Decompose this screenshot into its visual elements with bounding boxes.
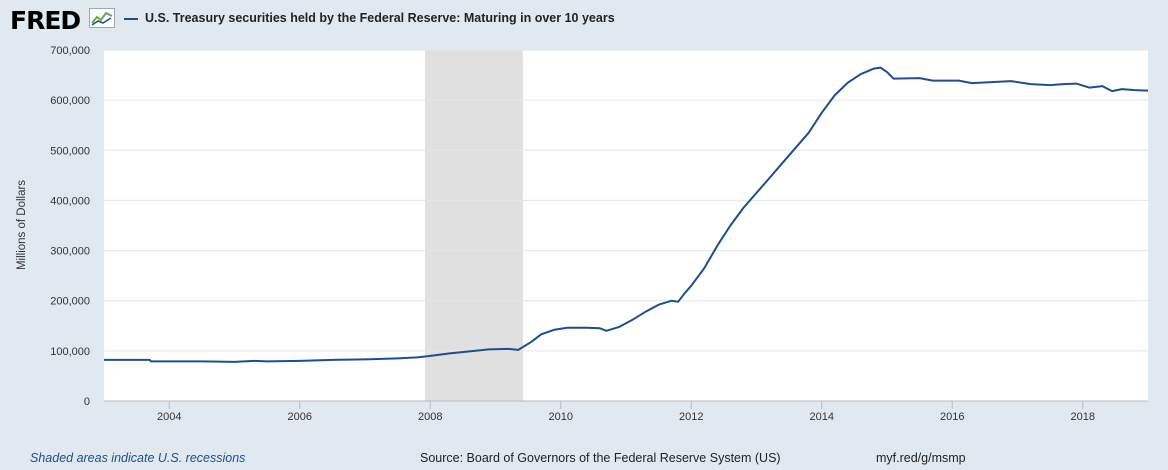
chart-title: U.S. Treasury securities held by the Fed… [145, 11, 615, 25]
chart-area: 2004 2006 2008 2010 2012 2014 2016 2018 0 100,00… [16, 45, 1149, 423]
y-tick-label: 0 [84, 396, 90, 408]
y-tick-label: 700,000 [50, 45, 90, 57]
x-tick-label: 2010 [549, 411, 573, 423]
x-tick-label: 2012 [679, 411, 703, 423]
source-note: Source: Board of Governors of the Federa… [420, 451, 781, 465]
recession-band-0 [425, 50, 523, 401]
legend-swatch [124, 18, 138, 20]
x-tick-label: 2008 [418, 411, 442, 423]
y-axis: 0 100,000 200,000 300,000 400,000 500,000 600,… [50, 45, 90, 408]
gridlines [104, 49, 1148, 402]
y-axis-label: Millions of Dollars [16, 180, 28, 270]
chart-header: FRED U.S. Treasury securities held by th… [0, 0, 1168, 40]
x-axis: 2004 2006 2008 2010 2012 2014 2016 2018 [157, 401, 1095, 423]
recession-note[interactable]: Shaded areas indicate U.S. recessions [30, 451, 246, 465]
y-tick-label: 100,000 [50, 346, 90, 358]
y-tick-label: 600,000 [50, 95, 90, 107]
series-layer [104, 66, 1149, 363]
plot-background [104, 50, 1148, 401]
chart-footer: Shaded areas indicate U.S. recessions So… [0, 448, 1168, 468]
trend-chart-icon [89, 8, 115, 28]
x-tick-label: 2004 [157, 411, 181, 423]
y-tick-label: 300,000 [50, 246, 90, 258]
x-tick-label: 2016 [940, 411, 964, 423]
x-tick-label: 2006 [288, 411, 312, 423]
recession-shading [425, 50, 523, 401]
short-url[interactable]: myf.red/g/msmp [876, 451, 966, 465]
y-tick-label: 400,000 [50, 195, 90, 207]
x-tick-label: 2018 [1071, 411, 1095, 423]
fred-logo[interactable]: FRED [10, 6, 81, 35]
x-tick-label: 2014 [810, 411, 834, 423]
series-line-0 [104, 66, 1149, 363]
y-tick-label: 200,000 [50, 296, 90, 308]
y-tick-label: 500,000 [50, 145, 90, 157]
